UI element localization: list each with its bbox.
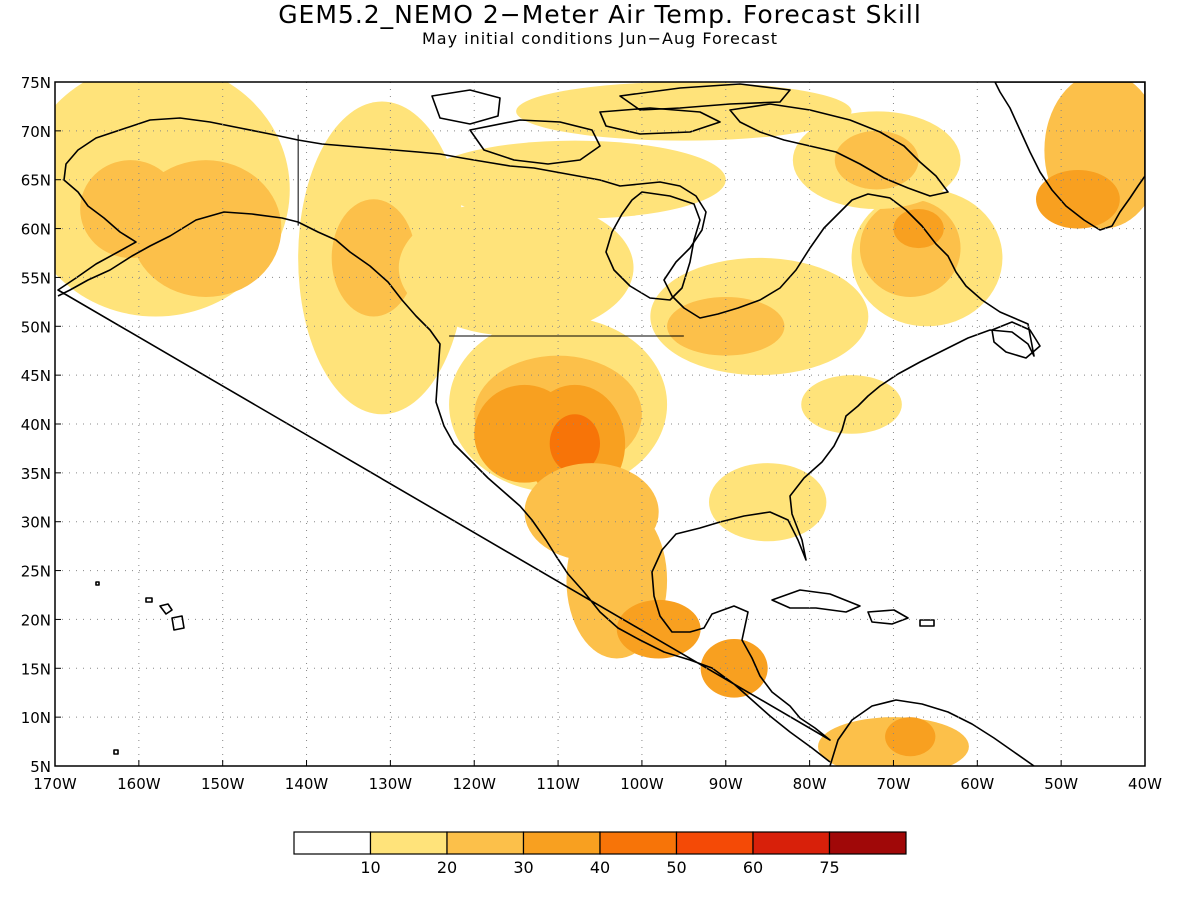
coastlines <box>57 82 1145 766</box>
south-america-coastline <box>829 699 1035 766</box>
north-america-coastline <box>57 117 1035 763</box>
axis-ticks <box>54 81 1146 767</box>
skill-region-mexico-south <box>616 599 701 659</box>
devon-island-coastline <box>599 107 721 135</box>
colorbar-swatch <box>752 831 831 855</box>
longitude-tick-labels: 170W 160W 150W 140W 130W 120W 110W 100W 90W 80W 70… <box>33 775 1162 793</box>
colorbar-swatch <box>293 831 372 855</box>
map-title: GEM5.2_NEMO 2−Meter Air Temp. Forecast S… <box>278 0 922 29</box>
skill-region-baffin-inner <box>834 130 919 190</box>
colorbar-swatch <box>828 831 907 855</box>
latitude-tick-labels: 5N 10N 15N 20N 25N 30N 35N 40N 45N 50N 55N 60N 65N 70… <box>21 74 51 776</box>
hispaniola-coastline <box>867 609 909 625</box>
banks-island-coastline <box>431 89 501 125</box>
lat-tick-label: 25N <box>21 563 51 581</box>
skill-region-venezuela-core <box>885 717 936 757</box>
hawaii-coastline <box>145 597 185 631</box>
skill-region-labrador-core <box>893 209 944 249</box>
lon-tick-label: 160W <box>117 775 161 793</box>
lat-tick-label: 10N <box>21 709 51 727</box>
baffin-island-coastline <box>729 103 949 197</box>
lon-tick-label: 50W <box>1044 775 1078 793</box>
colorbar-level-label: 10 <box>360 858 380 877</box>
hudson-bay-coastline <box>605 191 701 301</box>
cuba-coastline <box>771 589 861 613</box>
skill-region-us-four-corners-core <box>549 414 600 473</box>
lat-tick-label: 40N <box>21 416 51 434</box>
skill-region-canada-arctic-strip <box>423 140 726 219</box>
lat-tick-label: 55N <box>21 269 51 287</box>
lat-tick-label: 45N <box>21 367 51 385</box>
colorbar-swatch <box>446 831 525 855</box>
lat-tick-label: 50N <box>21 318 51 336</box>
colorbar-level-label: 75 <box>819 858 839 877</box>
puerto-rico-coastline <box>919 619 935 627</box>
lon-tick-label: 140W <box>285 775 329 793</box>
colorbar: 10 20 30 40 50 60 75 <box>293 831 907 877</box>
lat-tick-label: 75N <box>21 74 51 92</box>
lon-tick-label: 150W <box>201 775 245 793</box>
skill-region-alaska-southwest <box>80 160 181 258</box>
lon-tick-label: 100W <box>620 775 664 793</box>
colorbar-level-label: 20 <box>437 858 457 877</box>
lat-tick-label: 20N <box>21 611 51 629</box>
hawaii-west-islets <box>95 581 119 755</box>
political-borders <box>297 134 684 337</box>
skill-region-canada-prairie <box>398 199 634 337</box>
map-subtitle: May initial conditions Jun−Aug Forecast <box>421 29 779 48</box>
lat-tick-label: 15N <box>21 660 51 678</box>
skill-region-ontario-inner <box>667 296 785 356</box>
lon-tick-label: 120W <box>452 775 496 793</box>
skill-region-bc-coast-inner <box>331 199 416 317</box>
ellesmere-coastline <box>619 83 791 111</box>
lon-tick-label: 60W <box>960 775 994 793</box>
colorbar-level-label: 30 <box>513 858 533 877</box>
lon-tick-label: 80W <box>793 775 827 793</box>
colorbar-swatch <box>369 831 448 855</box>
colorbar-level-label: 40 <box>590 858 610 877</box>
colorbar-swatch <box>522 831 601 855</box>
colorbar-swatch <box>675 831 754 855</box>
lat-tick-label: 60N <box>21 221 51 239</box>
lon-tick-label: 110W <box>536 775 580 793</box>
lon-tick-label: 90W <box>709 775 743 793</box>
colorbar-level-label: 50 <box>666 858 686 877</box>
plot-area <box>55 82 1145 766</box>
lat-tick-label: 5N <box>30 758 51 776</box>
lon-tick-label: 170W <box>33 775 77 793</box>
skill-region-greenland-south <box>1036 169 1120 229</box>
skill-region-us-northeast <box>801 375 902 434</box>
lat-tick-label: 70N <box>21 123 51 141</box>
lat-tick-label: 35N <box>21 465 51 483</box>
colorbar-level-label: 60 <box>743 858 763 877</box>
lat-tick-label: 30N <box>21 514 51 532</box>
newfoundland-coastline <box>991 321 1041 359</box>
victoria-island-coastline <box>469 119 601 165</box>
lat-tick-label: 65N <box>21 172 51 190</box>
lon-tick-label: 40W <box>1128 775 1162 793</box>
lon-tick-label: 130W <box>369 775 413 793</box>
lon-tick-label: 70W <box>877 775 911 793</box>
skill-shading <box>55 82 1145 766</box>
greenland-coastline <box>994 82 1145 231</box>
colorbar-swatch <box>599 831 678 855</box>
